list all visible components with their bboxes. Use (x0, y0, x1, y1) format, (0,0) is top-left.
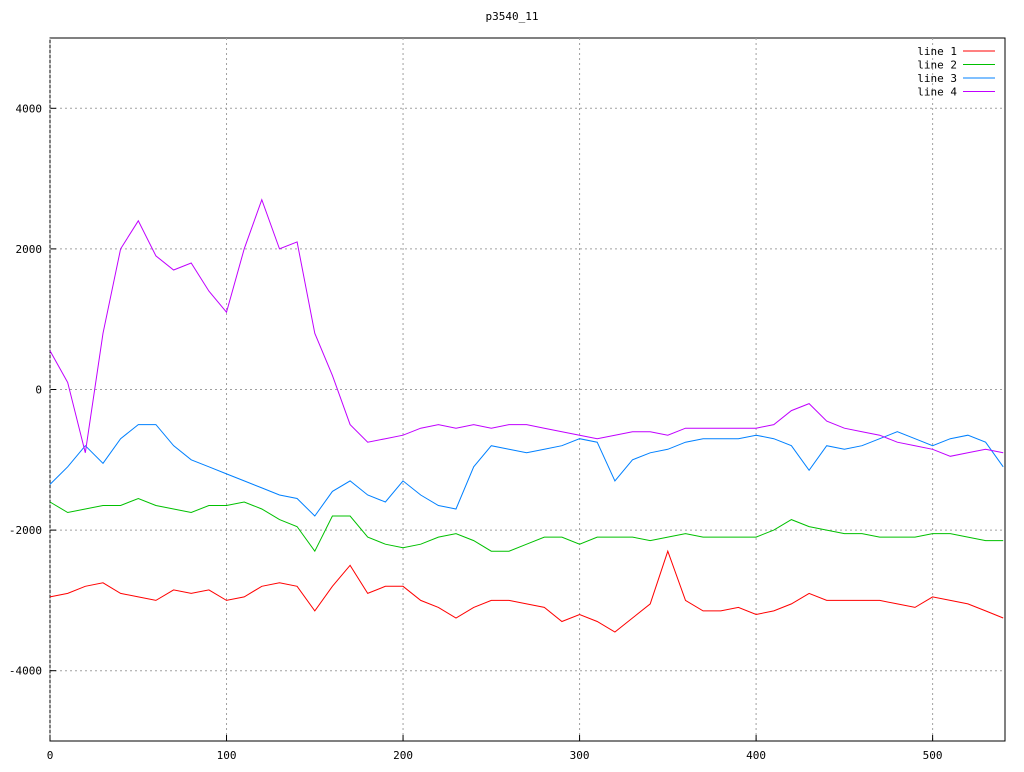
y-tick-label: 0 (35, 384, 42, 397)
data-line (49, 497, 1004, 553)
legend-label: line 3 (917, 72, 957, 85)
x-tick-label: 0 (47, 749, 54, 762)
x-tick-label: 100 (217, 749, 237, 762)
x-tick-label: 400 (746, 749, 766, 762)
data-line (49, 198, 1004, 457)
data-line (49, 424, 1004, 517)
legend-label: line 4 (917, 86, 957, 99)
data-line (49, 549, 1004, 633)
x-tick-label: 500 (923, 749, 943, 762)
x-tick-label: 200 (393, 749, 413, 762)
chart-title: p3540_11 (486, 10, 539, 23)
y-tick-label: -4000 (9, 665, 42, 678)
y-tick-label: 4000 (16, 102, 43, 115)
legend-label: line 1 (917, 45, 957, 58)
y-tick-label: 2000 (16, 243, 43, 256)
y-tick-label: -2000 (9, 524, 42, 537)
legend-label: line 2 (917, 59, 957, 72)
x-tick-label: 300 (570, 749, 590, 762)
